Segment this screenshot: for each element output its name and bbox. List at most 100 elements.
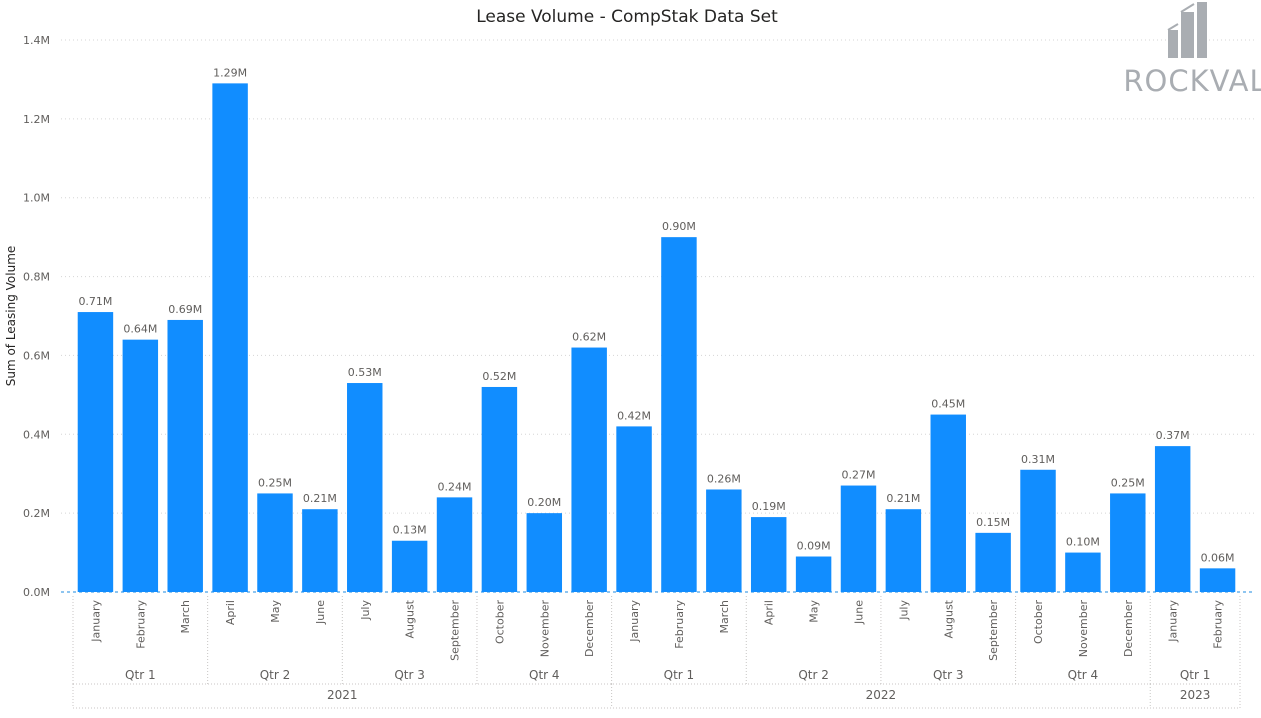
quarter-label: Qtr 3 [394, 668, 425, 682]
data-label: 0.15M [976, 516, 1010, 529]
x-tick-label: January [89, 600, 102, 643]
quarter-label: Qtr 3 [933, 668, 964, 682]
x-tick-label: August [942, 599, 955, 638]
year-label: 2022 [866, 688, 897, 702]
data-label: 0.71M [78, 295, 112, 308]
data-label: 0.10M [1066, 536, 1100, 549]
data-label: 0.09M [797, 540, 831, 553]
x-tick-label: January [628, 600, 641, 643]
bar [481, 386, 518, 592]
bars [77, 83, 1236, 592]
bar [750, 517, 787, 592]
bar [706, 489, 742, 592]
data-label: 0.62M [572, 331, 606, 344]
chart-title: Lease Volume - CompStak Data Set [476, 7, 778, 27]
quarter-label: Qtr 4 [1068, 668, 1099, 682]
data-label: 0.06M [1201, 551, 1235, 564]
data-label: 0.53M [348, 366, 382, 379]
data-label: 0.52M [482, 370, 516, 383]
data-labels: 0.71M 0.64M 0.69M 1.29M 0.25M 0.21M 0.53M 0.13M… [78, 66, 1234, 564]
data-label: 0.31M [1021, 453, 1055, 466]
data-label: 1.29M [213, 66, 247, 79]
bar [257, 493, 293, 592]
x-tick-label: October [1032, 600, 1045, 644]
data-label: 0.13M [393, 524, 427, 537]
x-tick-label: September [987, 600, 1000, 661]
x-tick-label: February [673, 600, 686, 649]
y-tick-label: 1.2M [23, 113, 50, 126]
bar [975, 532, 1011, 592]
quarter-label: Qtr 2 [260, 668, 291, 682]
y-tick-label: 1.4M [23, 34, 50, 47]
x-tick-label: March [718, 600, 731, 634]
quarter-label: Qtr 4 [529, 668, 560, 682]
bar [526, 513, 563, 592]
bar [661, 237, 697, 592]
x-tick-label: May [269, 600, 282, 623]
data-label: 0.25M [258, 476, 292, 489]
y-axis-ticks: 0.0M 0.2M 0.4M 0.6M 0.8M 1.0M 1.2M 1.4M [23, 34, 50, 599]
building-icon [1167, 2, 1207, 58]
x-axis: January February March April May June July Augu… [72, 596, 1241, 709]
x-tick-label: July [359, 600, 372, 621]
x-tick-label: June [314, 600, 327, 625]
quarter-label: Qtr 1 [664, 668, 695, 682]
data-label: 0.25M [1111, 476, 1145, 489]
data-label: 0.21M [303, 492, 337, 505]
year-label: 2021 [327, 688, 358, 702]
bar [1154, 446, 1191, 592]
bar [347, 383, 383, 592]
rockval-logo: ROCKVAL [1123, 2, 1261, 98]
bar [1065, 552, 1101, 592]
y-tick-label: 0.6M [23, 349, 50, 362]
bar [167, 319, 203, 592]
logo-text: ROCKVAL [1123, 64, 1261, 98]
data-label: 0.64M [123, 323, 157, 336]
data-label: 0.19M [752, 500, 786, 513]
x-tick-label: March [179, 600, 192, 634]
bar [212, 83, 248, 592]
bar [840, 485, 877, 592]
bar [1199, 568, 1236, 592]
bar [77, 312, 114, 592]
bar [571, 347, 607, 592]
bar [436, 497, 473, 592]
data-label: 0.27M [841, 469, 875, 482]
x-tick-label: April [763, 600, 776, 625]
bar [930, 414, 966, 592]
x-tick-label: May [808, 600, 821, 623]
bar [885, 509, 922, 592]
y-tick-label: 1.0M [23, 192, 50, 205]
year-label: 2023 [1180, 688, 1211, 702]
quarter-label: Qtr 2 [798, 668, 829, 682]
x-tick-label: September [449, 600, 462, 661]
x-tick-label: October [493, 600, 506, 644]
bar [122, 339, 159, 592]
x-tick-label: June [852, 600, 865, 625]
data-label: 0.20M [527, 496, 561, 509]
data-label: 0.69M [168, 303, 202, 316]
bar [391, 540, 428, 592]
x-tick-label: November [538, 600, 551, 658]
y-tick-label: 0.2M [23, 507, 50, 520]
bar [1020, 469, 1056, 592]
quarter-label: Qtr 1 [125, 668, 156, 682]
data-label: 0.45M [931, 398, 965, 411]
x-tick-label: February [134, 600, 147, 649]
bar [795, 556, 832, 592]
bar [1110, 493, 1146, 592]
bar [616, 426, 652, 592]
data-label: 0.24M [438, 480, 472, 493]
x-tick-label: December [583, 600, 596, 658]
y-axis-title: Sum of Leasing Volume [4, 246, 18, 387]
x-tick-label: July [897, 600, 910, 621]
data-label: 0.37M [1156, 429, 1190, 442]
data-label: 0.42M [617, 409, 651, 422]
x-tick-label: August [404, 599, 417, 638]
data-label: 0.26M [707, 472, 741, 485]
bar [302, 509, 338, 592]
x-tick-label: November [1077, 600, 1090, 658]
data-label: 0.90M [662, 220, 696, 233]
x-tick-label: February [1212, 600, 1225, 649]
